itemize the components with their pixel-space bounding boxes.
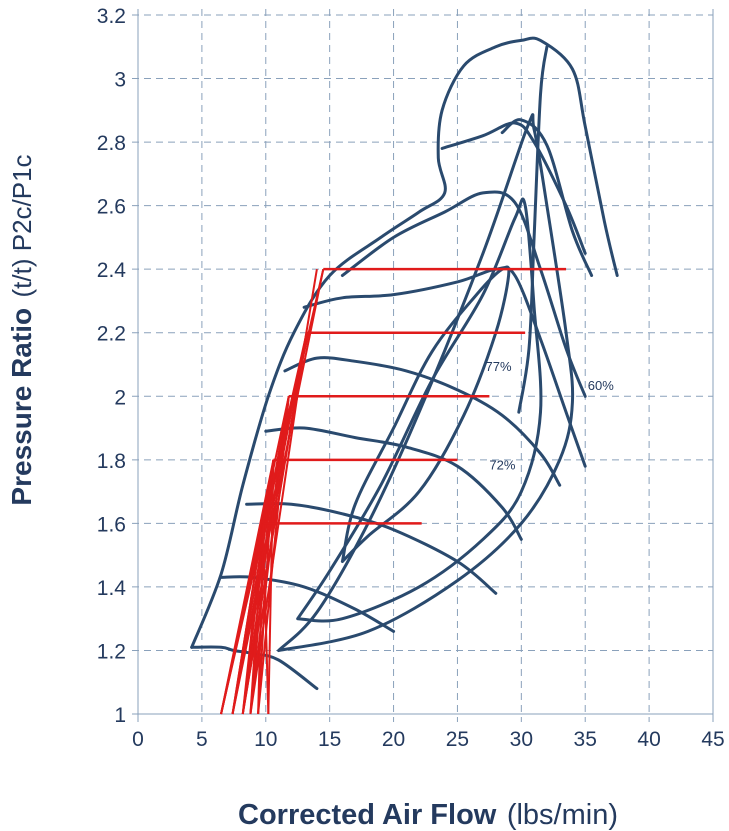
y-axis-title: Pressure Ratio (t/t) P2c/P1c	[6, 154, 37, 505]
engine-line	[241, 523, 265, 715]
y-tick-label: 2.4	[97, 259, 127, 282]
x-tick-label: 25	[446, 728, 469, 751]
efficiency-label: 77%	[486, 359, 512, 374]
engine-line	[249, 396, 290, 715]
x-tick-label: 20	[382, 728, 405, 751]
efficiency-island	[296, 197, 543, 623]
tick-labels: 0 5 10 15 20 25 30 35 40 45 1 1.2 1.4 1.6 1.8 2 2.2 2.4 2.…	[97, 5, 725, 751]
engine-line	[262, 523, 270, 715]
speed-line	[340, 190, 587, 398]
speed-line	[283, 356, 562, 487]
x-axis-label: Corrected Air Flow	[238, 799, 497, 831]
efficiency-island	[277, 113, 575, 652]
x-tick-label: 35	[574, 728, 597, 751]
speed-line	[219, 575, 396, 633]
efficiency-labels: 77% 60% 72%	[486, 359, 615, 472]
compressor-map	[190, 36, 619, 691]
engine-line	[257, 396, 290, 715]
engine-line	[257, 523, 265, 715]
x-axis-unit: (lbs/min)	[507, 799, 618, 831]
engine-overlay	[220, 267, 567, 715]
y-tick-label: 1.8	[97, 450, 126, 473]
surge-line	[190, 36, 619, 649]
efficiency-island	[517, 45, 549, 414]
y-tick-label: 2	[114, 386, 126, 409]
x-tick-label: 0	[132, 728, 144, 751]
x-tick-label: 45	[701, 728, 724, 751]
y-axis-unit: (t/t) P2c/P1c	[7, 154, 37, 297]
efficiency-label: 72%	[489, 457, 515, 472]
y-tick-label: 3.2	[97, 5, 126, 28]
y-tick-label: 1.4	[97, 577, 127, 600]
y-tick-label: 1.2	[97, 640, 126, 663]
speed-line	[500, 118, 594, 277]
y-axis-label: Pressure Ratio	[6, 308, 37, 506]
y-tick-label: 1	[114, 704, 126, 727]
y-tick-label: 1.6	[97, 513, 126, 536]
efficiency-label: 60%	[588, 378, 614, 393]
engine-line	[267, 459, 275, 715]
efficiency-island	[340, 265, 511, 563]
x-tick-label: 40	[637, 728, 660, 751]
engine-line	[231, 523, 265, 715]
speed-line	[264, 426, 523, 541]
y-tick-label: 2.8	[97, 132, 126, 155]
engine-line	[220, 523, 265, 715]
speed-line	[440, 121, 587, 255]
x-tick-label: 10	[254, 728, 277, 751]
y-tick-label: 2.6	[97, 196, 126, 219]
x-tick-label: 15	[318, 728, 341, 751]
x-tick-label: 5	[196, 728, 208, 751]
x-tick-label: 30	[510, 728, 533, 751]
x-axis-title: Corrected Air Flow (lbs/min)	[238, 799, 618, 831]
y-tick-label: 3	[114, 69, 126, 92]
y-tick-label: 2.2	[97, 323, 126, 346]
engine-line	[249, 523, 265, 715]
